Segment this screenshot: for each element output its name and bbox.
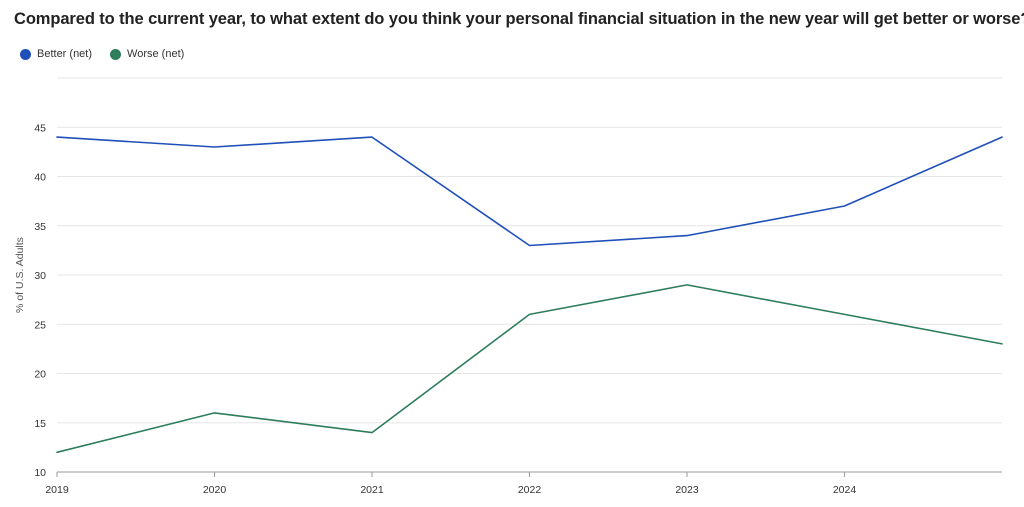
x-tick-label: 2021 <box>360 484 384 496</box>
x-tick-label: 2023 <box>675 484 699 496</box>
y-tick-label: 25 <box>34 319 46 331</box>
legend-label-worse: Worse (net) <box>127 48 185 60</box>
x-tick-label: 2019 <box>45 484 69 496</box>
legend-swatch-worse <box>110 48 122 60</box>
y-axis-label: % of U.S. Adults <box>14 237 26 313</box>
grid <box>57 77 1002 424</box>
x-tick-label: 2022 <box>518 484 542 496</box>
series <box>56 136 1003 454</box>
legend-item-worse[interactable]: Worse (net) <box>110 48 184 60</box>
x-tick-label: 2024 <box>833 484 857 496</box>
x-tick-label: 2020 <box>203 484 227 496</box>
legend-item-better[interactable]: Better (net) <box>20 48 92 60</box>
y-tick-label: 35 <box>34 221 46 233</box>
y-tick-label: 45 <box>34 122 46 134</box>
axes: 10 15 20 25 30 35 40 45 2019 2020 2021 2022 2023 2024 <box>34 122 1002 496</box>
chart-title: Compared to the current year, to what ex… <box>14 10 1024 28</box>
legend-label-better: Better (net) <box>37 48 93 60</box>
y-tick-label: 15 <box>34 418 46 430</box>
legend: Better (net) Worse (net) <box>20 48 202 60</box>
series-line-worse[interactable] <box>56 284 1003 454</box>
y-tick-label: 20 <box>34 369 46 381</box>
y-tick-label: 40 <box>34 172 46 184</box>
y-tick-label: 30 <box>34 270 46 282</box>
legend-swatch-better <box>20 48 31 60</box>
y-tick-label: 10 <box>34 467 46 479</box>
series-line-better[interactable] <box>56 136 1003 247</box>
